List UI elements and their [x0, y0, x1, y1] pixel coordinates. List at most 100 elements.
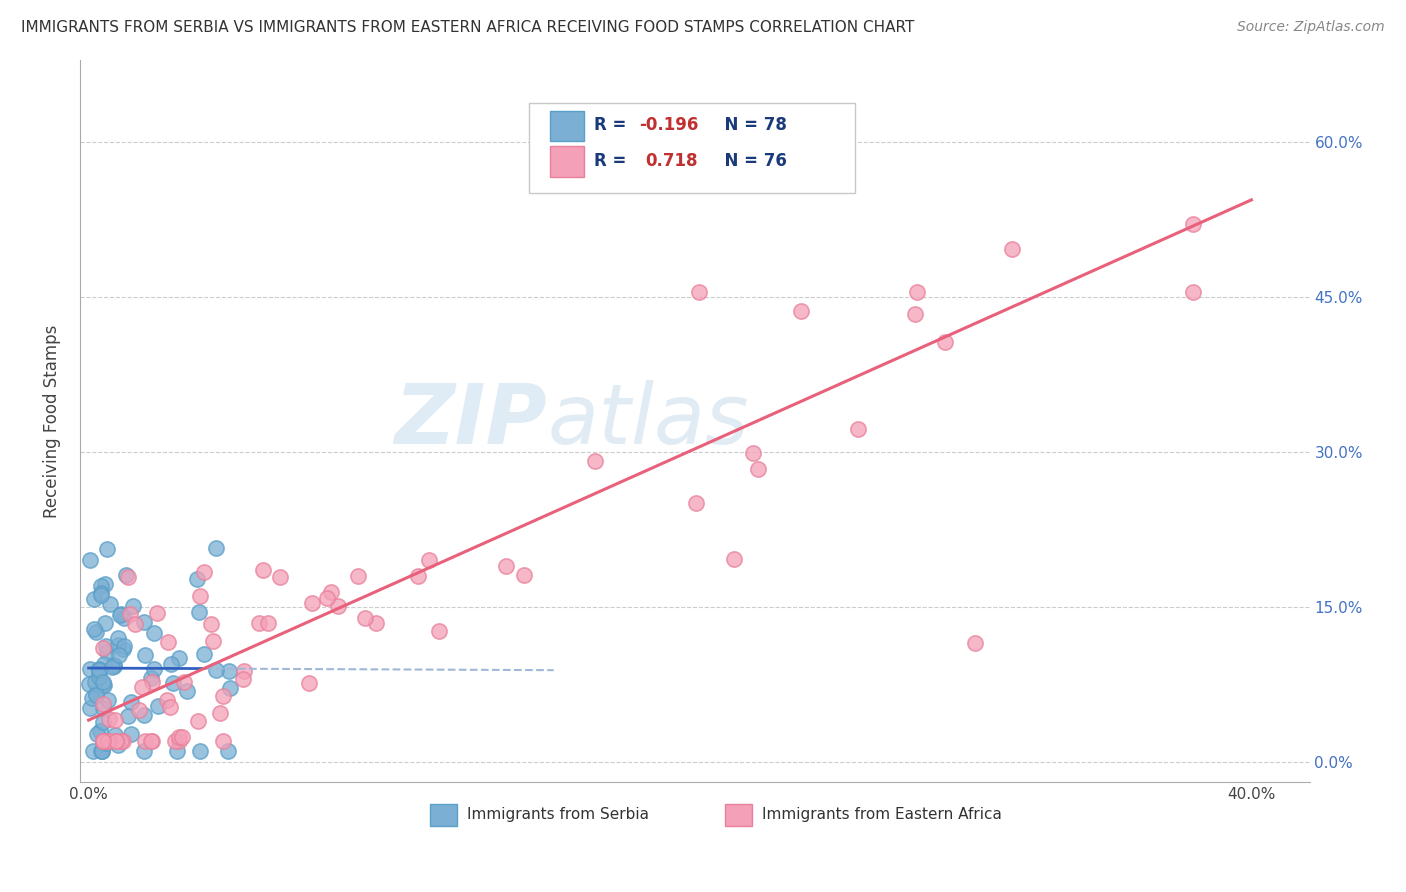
- Point: [176, 684, 198, 698]
- Point: [217, 744, 239, 758]
- Point: [905, 285, 928, 299]
- Point: [94, 736, 117, 750]
- Point: [141, 675, 163, 690]
- Point: [142, 626, 165, 640]
- Point: [186, 572, 208, 586]
- Point: [91, 734, 114, 748]
- Bar: [550, 111, 583, 141]
- Point: [91, 734, 114, 748]
- Point: [111, 642, 134, 657]
- Point: [190, 589, 212, 603]
- Point: [1001, 242, 1024, 256]
- Point: [104, 713, 127, 727]
- Point: [89, 588, 111, 602]
- Point: [77, 677, 100, 691]
- Point: [89, 724, 111, 739]
- Point: [110, 734, 132, 748]
- Point: [233, 664, 256, 678]
- Point: [103, 658, 125, 673]
- Point: [107, 639, 129, 653]
- Point: [80, 691, 103, 706]
- Point: [86, 686, 108, 700]
- Point: [107, 631, 129, 645]
- Point: [90, 744, 112, 758]
- Point: [117, 709, 139, 723]
- Point: [145, 606, 167, 620]
- Point: [688, 285, 710, 299]
- Bar: [430, 804, 457, 826]
- Point: [166, 744, 188, 758]
- Text: R =: R =: [593, 116, 631, 135]
- Point: [97, 712, 120, 726]
- Point: [112, 640, 135, 654]
- Point: [193, 647, 215, 661]
- Point: [173, 675, 195, 690]
- Point: [91, 714, 114, 729]
- Text: -0.196: -0.196: [640, 116, 699, 135]
- Point: [134, 744, 156, 758]
- Point: [298, 676, 321, 690]
- Point: [103, 659, 125, 673]
- Point: [90, 579, 112, 593]
- Point: [346, 569, 368, 583]
- Text: Source: ZipAtlas.com: Source: ZipAtlas.com: [1237, 20, 1385, 34]
- Point: [321, 584, 343, 599]
- Text: ZIP: ZIP: [395, 380, 547, 461]
- Point: [118, 607, 141, 622]
- Point: [79, 700, 101, 714]
- Point: [148, 699, 170, 714]
- Point: [79, 552, 101, 566]
- Point: [91, 697, 114, 711]
- Point: [209, 706, 232, 720]
- Point: [1182, 285, 1205, 299]
- Point: [90, 586, 112, 600]
- Point: [685, 496, 707, 510]
- Point: [513, 568, 536, 582]
- Y-axis label: Receiving Food Stamps: Receiving Food Stamps: [44, 325, 60, 517]
- Point: [104, 734, 127, 748]
- Point: [326, 599, 349, 613]
- Point: [269, 570, 291, 584]
- Point: [247, 615, 270, 630]
- Point: [128, 703, 150, 717]
- Point: [212, 689, 235, 703]
- Point: [97, 734, 120, 748]
- Point: [965, 636, 987, 650]
- Point: [1182, 217, 1205, 231]
- Point: [353, 611, 375, 625]
- Point: [169, 731, 191, 745]
- Point: [187, 714, 209, 728]
- Point: [83, 591, 105, 606]
- Point: [134, 734, 156, 748]
- Point: [84, 625, 107, 640]
- Point: [110, 607, 132, 621]
- Point: [96, 542, 118, 557]
- Point: [84, 688, 107, 702]
- Point: [107, 739, 129, 753]
- Point: [91, 734, 114, 748]
- Point: [789, 304, 811, 318]
- Point: [91, 640, 114, 655]
- Point: [142, 662, 165, 676]
- Point: [586, 171, 609, 186]
- Point: [218, 681, 240, 695]
- Point: [160, 657, 183, 671]
- Point: [193, 565, 215, 579]
- Point: [91, 701, 114, 715]
- Point: [159, 700, 181, 714]
- Point: [120, 726, 142, 740]
- Point: [934, 334, 956, 349]
- Point: [105, 734, 128, 748]
- Point: [167, 734, 190, 748]
- Text: R =: R =: [593, 152, 638, 169]
- Point: [86, 726, 108, 740]
- Point: [218, 664, 240, 678]
- Point: [98, 597, 121, 611]
- Point: [122, 599, 145, 613]
- Point: [418, 553, 440, 567]
- Point: [101, 660, 124, 674]
- Point: [204, 663, 226, 677]
- Point: [187, 605, 209, 619]
- Point: [124, 616, 146, 631]
- Point: [139, 734, 162, 748]
